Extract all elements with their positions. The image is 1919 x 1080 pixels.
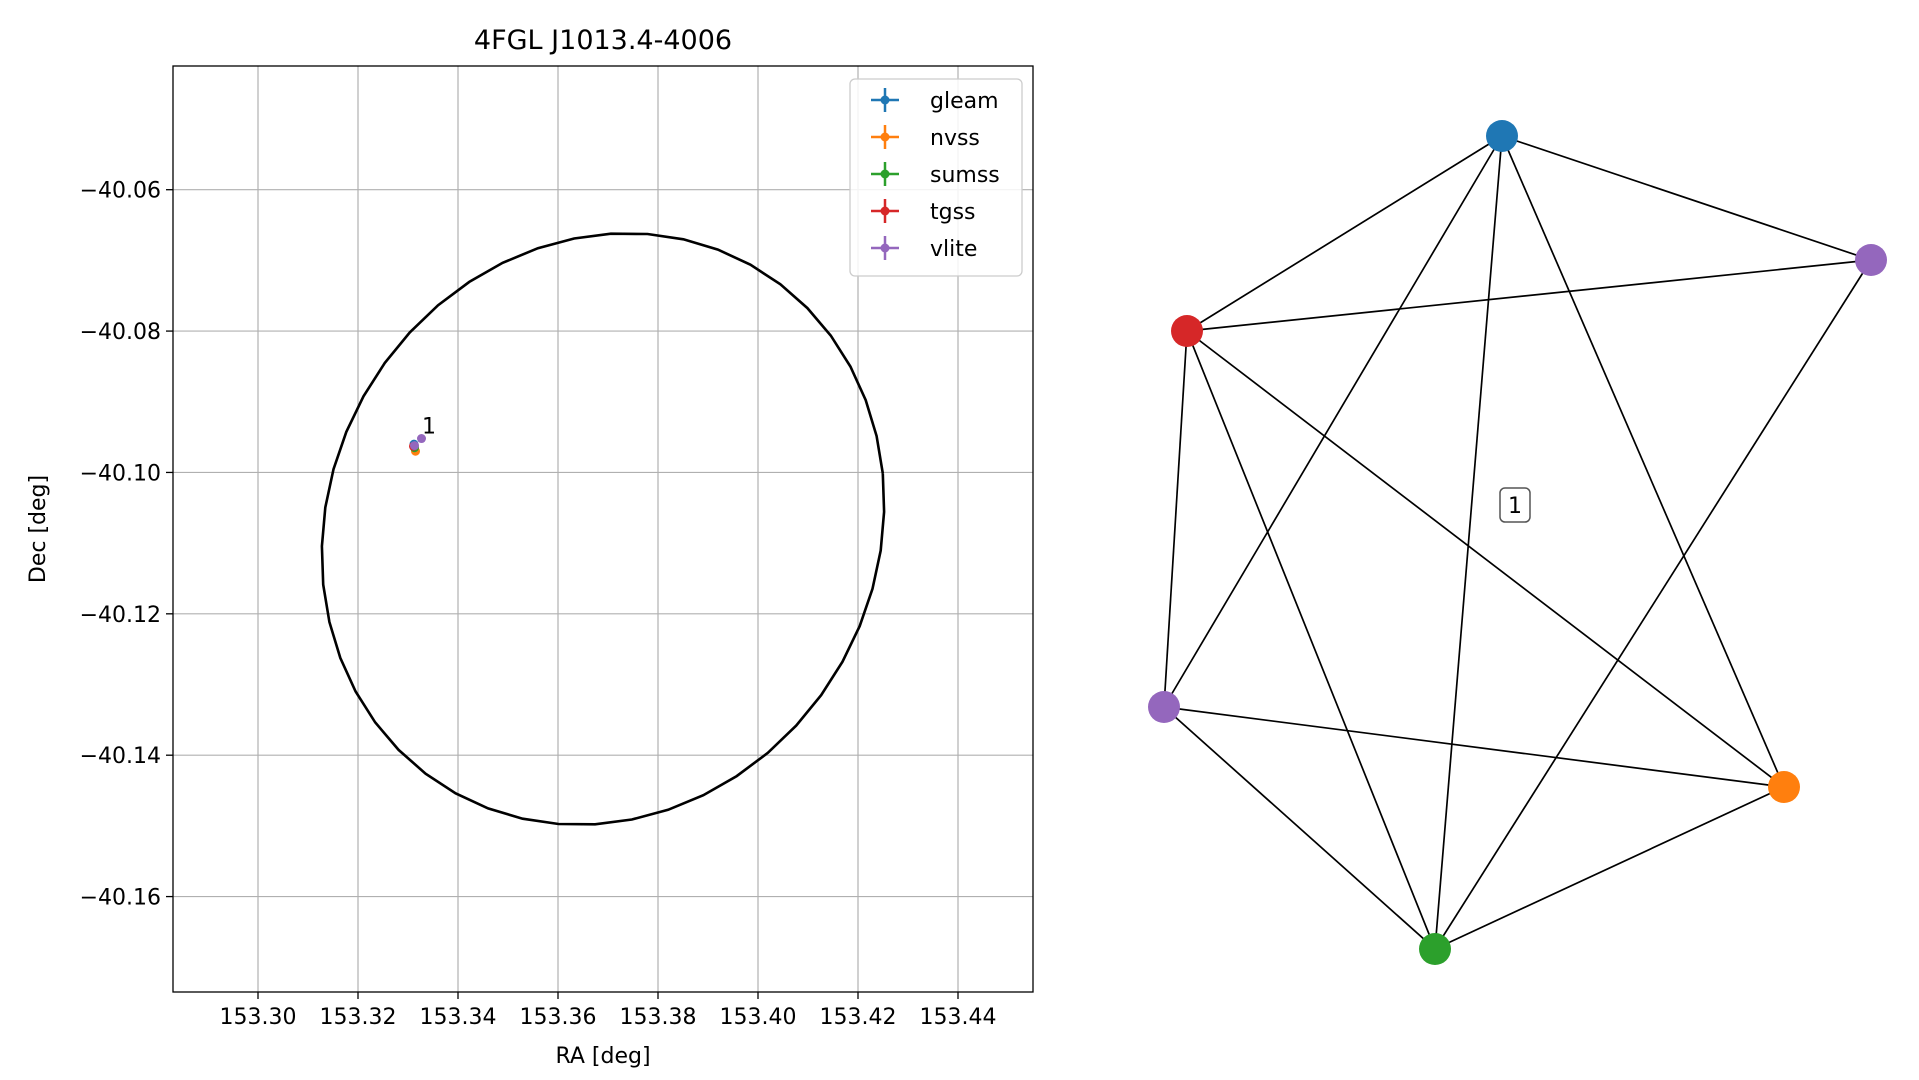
x-tick-label: 153.38 [620,1005,697,1030]
error-ellipse [320,232,886,826]
node-tgss [1171,315,1203,347]
point-vlite [410,441,419,451]
y-tick-label: −40.06 [80,179,161,204]
y-tick-label: −40.16 [80,886,161,911]
legend: gleam nvss sumss tgss vlite [849,78,1023,277]
node-vlite_a [1855,244,1887,276]
legend-label: tgss [930,200,976,225]
edge-vlite_b-sumss [1163,706,1436,950]
legend-marker-dot [880,95,890,105]
x-tick-label: 153.40 [720,1005,797,1030]
point-vlite [417,434,426,444]
edge-vlite_a-sumss [1434,259,1872,950]
edge-gleam-sumss [1434,135,1503,950]
node-vlite_b [1148,691,1180,723]
y-tick-label: −40.14 [80,744,161,769]
legend-label: sumss [930,163,1000,188]
edge-gleam-vlite_b [1163,135,1503,708]
tick-labels: 153.30 153.32 153.34 153.36 153.38 153.40 153.… [80,179,997,1030]
tick-marks [166,189,959,999]
edge-tgss-nvss [1186,330,1785,788]
chart-title: 4FGL J1013.4-4006 [474,25,732,56]
legend-marker-dot [880,206,890,216]
legend-label: vlite [930,237,977,262]
edge-sumss-nvss [1434,786,1785,950]
node-nvss [1768,771,1800,803]
cluster-label-box [1499,487,1531,523]
edge-gleam-vlite_a [1501,135,1872,261]
edge-tgss-sumss [1186,330,1436,950]
scatter-panel: 153.30 153.32 153.34 153.36 153.38 153.40 153.… [26,25,1034,1069]
x-tick-label: 153.32 [320,1005,397,1030]
y-axis-label: Dec [deg] [26,475,51,583]
plot-frame [172,65,1034,993]
legend-marker-dot [880,243,890,253]
edge-vlite_b-nvss [1163,706,1785,788]
network-panel: 1 [1148,120,1887,965]
cluster-label: 1 [1499,487,1531,523]
network-edges [1163,135,1872,950]
x-tick-label: 153.36 [520,1005,597,1030]
source-points [409,434,426,456]
y-tick-label: −40.12 [80,603,161,628]
x-tick-label: 153.30 [220,1005,297,1030]
y-tick-label: −40.10 [80,461,161,486]
edge-tgss-vlite_b [1163,330,1188,708]
cluster-label-text: 1 [1508,494,1522,519]
edge-tgss-vlite_a [1186,259,1872,332]
legend-box [849,78,1023,277]
edge-gleam-tgss [1186,135,1503,332]
y-tick-label: −40.08 [80,320,161,345]
legend-marker-dot [880,132,890,142]
point-annotation: 1 [422,415,436,440]
x-tick-label: 153.34 [420,1005,497,1030]
legend-marker-dot [880,169,890,179]
error-ellipse-curve [320,232,886,826]
legend-label: gleam [930,89,999,114]
edge-gleam-nvss [1501,135,1785,788]
legend-label: nvss [930,126,980,151]
network-nodes [1148,120,1887,965]
grid-lines [173,66,1033,992]
x-tick-label: 153.42 [820,1005,897,1030]
annotations: 1 [422,415,436,440]
x-axis-label: RA [deg] [555,1044,650,1069]
x-tick-label: 153.44 [920,1005,997,1030]
node-sumss [1419,933,1451,965]
node-gleam [1486,120,1518,152]
